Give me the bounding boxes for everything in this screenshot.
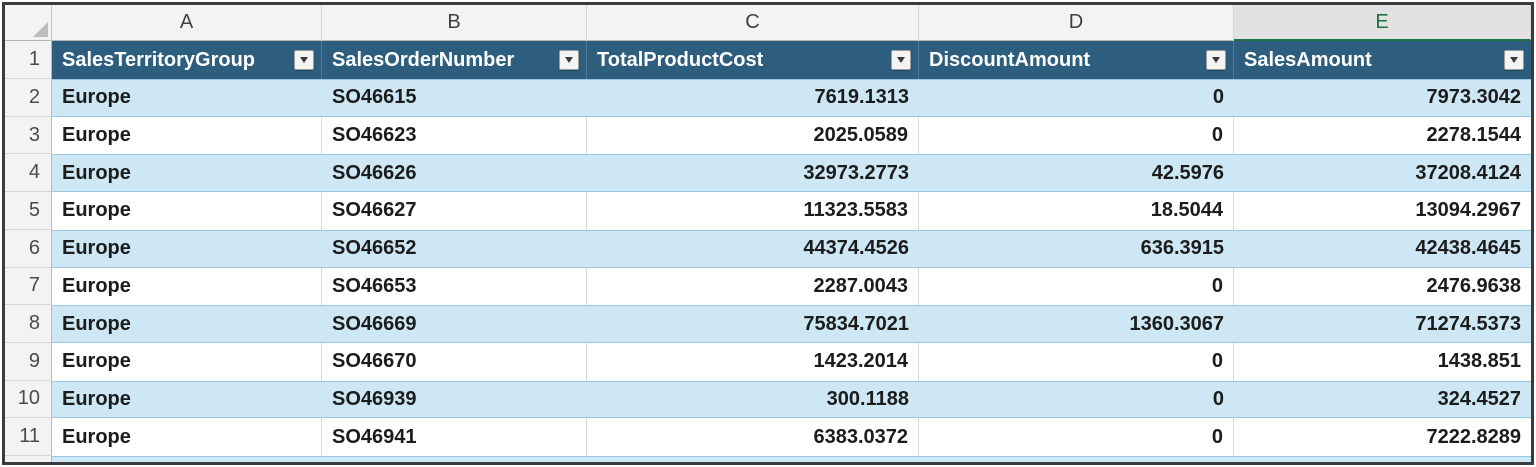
table-header-cell-DiscountAmount[interactable]: DiscountAmount (919, 41, 1234, 79)
cell-A3[interactable]: Europe (52, 116, 322, 155)
cell-E10[interactable]: 324.4527 (1234, 380, 1531, 419)
row-number-2[interactable]: 2 (5, 79, 52, 117)
cell-A10[interactable]: Europe (52, 380, 322, 419)
cell-C10[interactable]: 300.1188 (587, 380, 919, 419)
table-header-label: TotalProductCost (597, 48, 764, 71)
column-header-B[interactable]: B (322, 5, 587, 41)
cell-A2[interactable]: Europe (52, 79, 322, 117)
table-header-label: SalesOrderNumber (332, 48, 515, 71)
cell-A4[interactable]: Europe (52, 154, 322, 193)
cell-A5[interactable]: Europe (52, 192, 322, 230)
filter-dropdown-button-DiscountAmount[interactable] (1206, 50, 1226, 70)
chevron-down-icon (1510, 57, 1518, 63)
filter-dropdown-button-TotalProductCost[interactable] (891, 50, 911, 70)
chevron-down-icon (300, 57, 308, 63)
filter-dropdown-button-SalesAmount[interactable] (1504, 50, 1524, 70)
row-gutter-strip (5, 456, 52, 462)
column-header-E[interactable]: E (1234, 5, 1531, 41)
row-number-8[interactable]: 8 (5, 305, 52, 343)
cell-E5[interactable]: 13094.2967 (1234, 192, 1531, 230)
column-header-A[interactable]: A (52, 5, 322, 41)
cell-C7[interactable]: 2287.0043 (587, 267, 919, 306)
chevron-down-icon (565, 57, 573, 63)
cell-E9[interactable]: 1438.851 (1234, 342, 1531, 381)
cell-B11[interactable]: SO46941 (322, 418, 587, 456)
row-number-6[interactable]: 6 (5, 229, 52, 268)
cell-C5[interactable]: 11323.5583 (587, 192, 919, 230)
chevron-down-icon (897, 57, 905, 63)
cell-A7[interactable]: Europe (52, 267, 322, 306)
cell-C4[interactable]: 32973.2773 (587, 154, 919, 193)
cell-D9[interactable]: 0 (919, 342, 1234, 381)
cell-D4[interactable]: 42.5976 (919, 154, 1234, 193)
column-header-D[interactable]: D (919, 5, 1234, 41)
row-number-3[interactable]: 3 (5, 116, 52, 155)
cell-C8[interactable]: 75834.7021 (587, 305, 919, 343)
filter-dropdown-button-SalesTerritoryGroup[interactable] (294, 50, 314, 70)
table-header-cell-TotalProductCost[interactable]: TotalProductCost (587, 41, 919, 79)
cell-D8[interactable]: 1360.3067 (919, 305, 1234, 343)
row-number-1[interactable]: 1 (5, 41, 52, 79)
cell-B9[interactable]: SO46670 (322, 342, 587, 381)
row-number-10[interactable]: 10 (5, 380, 52, 419)
table-header-cell-SalesOrderNumber[interactable]: SalesOrderNumber (322, 41, 587, 79)
filter-dropdown-button-SalesOrderNumber[interactable] (559, 50, 579, 70)
cell-E2[interactable]: 7973.3042 (1234, 79, 1531, 117)
row-number-5[interactable]: 5 (5, 192, 52, 230)
cell-A6[interactable]: Europe (52, 229, 322, 268)
cell-B6[interactable]: SO46652 (322, 229, 587, 268)
cell-B5[interactable]: SO46627 (322, 192, 587, 230)
cell-B7[interactable]: SO46653 (322, 267, 587, 306)
cell-D10[interactable]: 0 (919, 380, 1234, 419)
cell-E3[interactable]: 2278.1544 (1234, 116, 1531, 155)
table-header-cell-SalesAmount[interactable]: SalesAmount (1234, 41, 1531, 79)
cell-C2[interactable]: 7619.1313 (587, 79, 919, 117)
row-number-4[interactable]: 4 (5, 154, 52, 193)
cell-E6[interactable]: 42438.4645 (1234, 229, 1531, 268)
cell-C6[interactable]: 44374.4526 (587, 229, 919, 268)
cell-B3[interactable]: SO46623 (322, 116, 587, 155)
cell-A8[interactable]: Europe (52, 305, 322, 343)
worksheet-grid: A B C D E 1 SalesTerritoryGroup SalesOrderNumbe… (5, 5, 1531, 462)
table-header-cell-SalesTerritoryGroup[interactable]: SalesTerritoryGroup (52, 41, 322, 79)
row-number-7[interactable]: 7 (5, 267, 52, 306)
cell-D5[interactable]: 18.5044 (919, 192, 1234, 230)
cell-C11[interactable]: 6383.0372 (587, 418, 919, 456)
table-header-label: SalesTerritoryGroup (62, 48, 256, 71)
column-header-C[interactable]: C (587, 5, 919, 41)
cell-B4[interactable]: SO46626 (322, 154, 587, 193)
select-all-button[interactable] (5, 5, 52, 41)
cell-C3[interactable]: 2025.0589 (587, 116, 919, 155)
select-all-triangle-icon (33, 22, 48, 37)
cell-E4[interactable]: 37208.4124 (1234, 154, 1531, 193)
cell-B2[interactable]: SO46615 (322, 79, 587, 117)
row-number-9[interactable]: 9 (5, 342, 52, 381)
cell-D6[interactable]: 636.3915 (919, 229, 1234, 268)
cell-D2[interactable]: 0 (919, 79, 1234, 117)
table-header-label: DiscountAmount (929, 48, 1091, 71)
cell-A11[interactable]: Europe (52, 418, 322, 456)
cell-B10[interactable]: SO46939 (322, 380, 587, 419)
table-header-label: SalesAmount (1244, 48, 1372, 71)
cell-E8[interactable]: 71274.5373 (1234, 305, 1531, 343)
chevron-down-icon (1212, 57, 1220, 63)
cell-B8[interactable]: SO46669 (322, 305, 587, 343)
cell-D7[interactable]: 0 (919, 267, 1234, 306)
cell-E11[interactable]: 7222.8289 (1234, 418, 1531, 456)
next-banded-row-strip (52, 456, 1531, 462)
cell-A9[interactable]: Europe (52, 342, 322, 381)
row-number-11[interactable]: 11 (5, 418, 52, 456)
cell-E7[interactable]: 2476.9638 (1234, 267, 1531, 306)
cell-D3[interactable]: 0 (919, 116, 1234, 155)
cell-C9[interactable]: 1423.2014 (587, 342, 919, 381)
cell-D11[interactable]: 0 (919, 418, 1234, 456)
